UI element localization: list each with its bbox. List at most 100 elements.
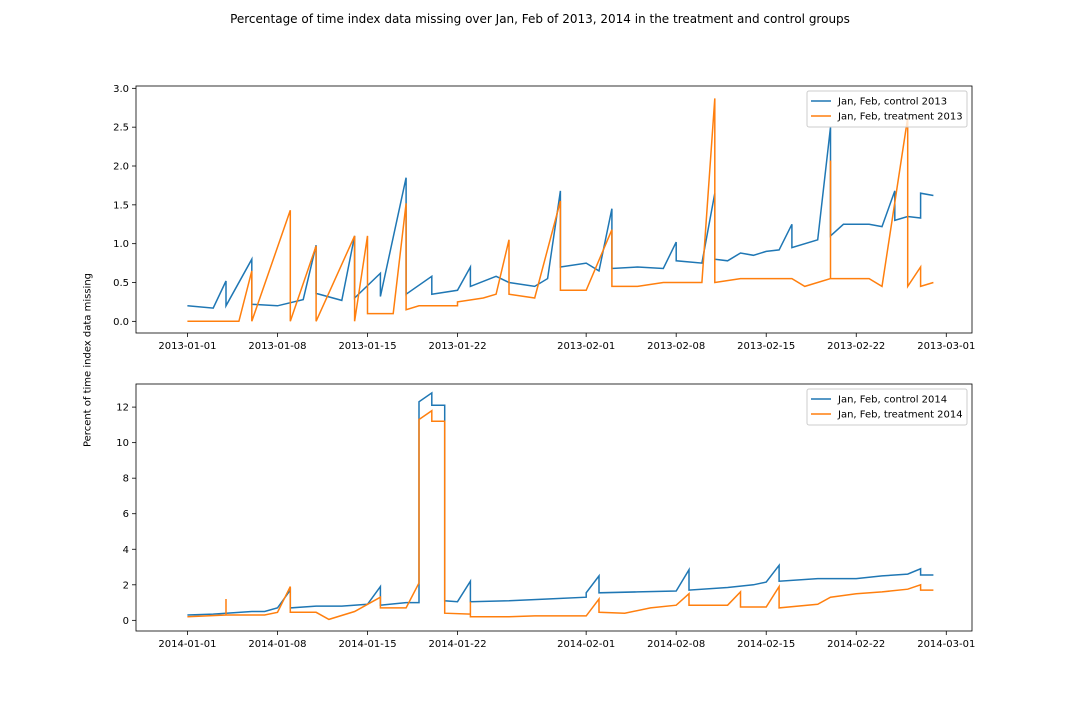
data-point xyxy=(418,401,420,403)
chart-2: 2014-01-01 2014-01-08 2014-01-15 2014-01-22… xyxy=(116,383,975,650)
data-point xyxy=(457,290,459,292)
data-point xyxy=(894,220,896,222)
data-point xyxy=(778,586,780,588)
y-tick-label: 2.0 xyxy=(113,162,129,173)
y-tick-label: 0.0 xyxy=(113,317,129,328)
data-point xyxy=(508,239,510,241)
data-point xyxy=(714,98,716,100)
data-point xyxy=(688,589,690,591)
data-point xyxy=(251,270,253,272)
data-point xyxy=(290,321,292,323)
data-point xyxy=(855,593,857,595)
legend: Jan, Feb, control 2014 Jan, Feb, treatmen… xyxy=(806,388,968,426)
data-point xyxy=(534,615,536,617)
data-point xyxy=(907,588,909,590)
data-point xyxy=(187,321,189,323)
y-tick-label: 0.5 xyxy=(113,278,129,289)
data-point xyxy=(933,282,935,284)
data-point xyxy=(701,262,703,264)
data-point xyxy=(187,614,189,616)
x-tick-label: 2013-01-08 xyxy=(248,341,306,352)
x-tick-label: 2013-01-15 xyxy=(338,341,396,352)
data-point xyxy=(444,405,446,407)
data-point xyxy=(277,607,279,609)
data-point xyxy=(740,278,742,280)
data-point xyxy=(611,229,613,231)
data-point xyxy=(212,613,214,615)
x-tick-label: 2014-02-08 xyxy=(647,639,705,650)
data-point xyxy=(290,210,292,212)
data-point xyxy=(457,305,459,307)
data-point xyxy=(431,410,433,412)
data-point xyxy=(405,607,407,609)
data-point xyxy=(405,602,407,604)
legend: Jan, Feb, control 2013 Jan, Feb, treatmen… xyxy=(806,90,968,128)
data-point xyxy=(778,249,780,251)
data-point xyxy=(290,612,292,614)
data-point xyxy=(187,305,189,307)
x-tick-label: 2013-02-15 xyxy=(737,341,795,352)
data-point xyxy=(547,278,549,280)
y-tick-label: 3.0 xyxy=(113,84,129,95)
data-point xyxy=(765,581,767,583)
data-point xyxy=(405,177,407,179)
legend-label: Jan, Feb, treatment 2013 xyxy=(837,112,963,123)
data-point xyxy=(753,584,755,586)
data-point xyxy=(920,217,922,219)
data-point xyxy=(933,195,935,197)
y-tick-label: 12 xyxy=(116,403,129,414)
data-point xyxy=(483,297,485,299)
data-point xyxy=(560,290,562,292)
y-tick-label: 10 xyxy=(116,438,129,449)
data-point xyxy=(444,612,446,614)
chart-1: 2013-01-01 2013-01-08 2013-01-15 2013-01-22… xyxy=(113,84,975,352)
data-point xyxy=(920,192,922,194)
data-point xyxy=(380,296,382,298)
y-tick-label: 6 xyxy=(123,509,129,520)
data-point xyxy=(508,293,510,295)
data-point xyxy=(585,592,587,594)
data-point xyxy=(405,203,407,205)
data-point xyxy=(354,235,356,237)
y-tick-label: 2 xyxy=(123,580,129,591)
data-point xyxy=(431,392,433,394)
data-point xyxy=(830,278,832,280)
data-point xyxy=(611,208,613,210)
data-point xyxy=(302,299,304,301)
data-point xyxy=(701,282,703,284)
data-point xyxy=(637,591,639,593)
data-point xyxy=(881,591,883,593)
data-point xyxy=(920,266,922,268)
legend-box xyxy=(806,90,968,128)
x-tick-label: 2013-03-01 xyxy=(917,341,975,352)
data-point xyxy=(277,612,279,614)
data-point xyxy=(881,286,883,288)
data-point xyxy=(534,297,536,299)
data-point xyxy=(907,286,909,288)
data-point xyxy=(495,293,497,295)
data-point xyxy=(212,307,214,309)
data-point xyxy=(817,239,819,241)
data-point xyxy=(251,321,253,323)
x-tick-label: 2014-01-08 xyxy=(248,639,306,650)
data-point xyxy=(727,604,729,606)
data-point xyxy=(791,247,793,249)
data-point xyxy=(740,252,742,254)
data-point xyxy=(753,255,755,257)
data-point xyxy=(624,612,626,614)
data-point xyxy=(765,251,767,253)
data-point xyxy=(225,614,227,616)
y-tick-label: 2.5 xyxy=(113,123,129,134)
data-point xyxy=(431,293,433,295)
series-line-2 xyxy=(187,98,934,323)
data-point xyxy=(560,200,562,202)
data-point xyxy=(225,280,227,282)
x-tick-label: 2014-03-01 xyxy=(917,639,975,650)
data-point xyxy=(637,266,639,268)
data-point xyxy=(444,421,446,423)
data-point xyxy=(765,606,767,608)
data-point xyxy=(431,405,433,407)
data-point xyxy=(547,598,549,600)
data-point xyxy=(264,611,266,613)
